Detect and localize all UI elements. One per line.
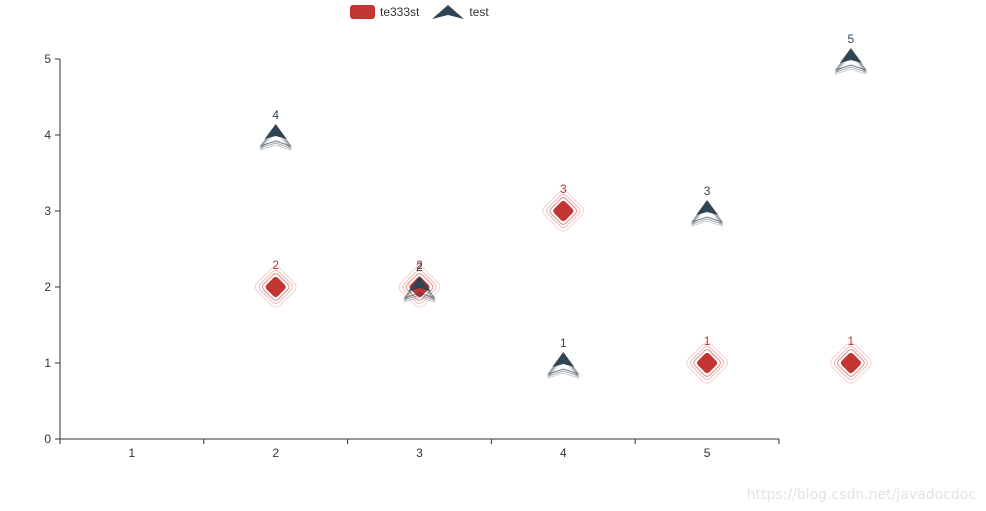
- point-test: [546, 352, 580, 379]
- y-tick-label: 4: [44, 128, 51, 142]
- ripple-ring: [833, 345, 868, 381]
- x-tick-label: 4: [560, 446, 567, 460]
- ripple-ring: [403, 277, 436, 299]
- ripple-ring: [690, 345, 725, 381]
- point-marker: [265, 276, 286, 298]
- x-tick-label: 3: [416, 446, 423, 460]
- ripple-ring: [834, 51, 868, 73]
- point-te333st: [254, 266, 297, 308]
- ripple-ring: [830, 342, 872, 384]
- point-te333st: [830, 342, 872, 384]
- x-tick-label: 5: [704, 446, 711, 460]
- data-label-te333st: 2: [416, 258, 423, 272]
- data-label-test: 5: [848, 32, 855, 46]
- point-marker: [840, 352, 861, 374]
- y-tick-label: 0: [44, 432, 51, 446]
- y-tick-label: 3: [44, 204, 51, 218]
- ripple-ring: [403, 281, 436, 303]
- point-te333st: [542, 190, 585, 232]
- ripple-ring: [542, 190, 585, 232]
- ripple-ring: [259, 125, 293, 147]
- ripple-ring: [258, 269, 293, 305]
- watermark: https://blog.csdn.net/javadocdoc: [746, 487, 976, 503]
- ripple-ring: [837, 349, 865, 377]
- data-label-te333st: 1: [704, 334, 711, 348]
- data-label-test: 3: [704, 184, 711, 198]
- ripple-ring: [403, 279, 436, 301]
- point-marker: [264, 124, 287, 139]
- data-label-te333st: 3: [560, 182, 567, 196]
- data-label-test: 4: [272, 108, 279, 122]
- legend[interactable]: te333st test: [350, 4, 501, 20]
- ripple-ring: [259, 129, 293, 151]
- ripple-ring: [546, 193, 581, 229]
- ripple-ring: [546, 353, 580, 375]
- data-label-te333st: 2: [272, 258, 279, 272]
- legend-label-te333st: te333st: [380, 5, 420, 19]
- point-marker: [839, 48, 862, 63]
- point-marker: [696, 200, 719, 215]
- legend-item-test[interactable]: test: [431, 4, 489, 20]
- ripple-ring: [549, 197, 578, 225]
- ripple-ring: [261, 273, 290, 301]
- ripple-ring: [690, 205, 724, 227]
- point-marker: [697, 352, 718, 374]
- arrow-icon: [432, 5, 465, 19]
- y-tick-label: 5: [44, 52, 51, 66]
- x-tick-label: 1: [129, 446, 136, 460]
- ripple-ring: [398, 266, 441, 308]
- data-label-te333st: 1: [848, 334, 855, 348]
- ripple-ring: [254, 266, 297, 308]
- ripple-ring: [690, 201, 724, 223]
- point-test: [259, 124, 293, 151]
- legend-item-te333st[interactable]: te333st: [350, 5, 419, 19]
- y-tick-label: 1: [44, 356, 51, 370]
- ripple-ring: [693, 349, 721, 377]
- ripple-ring: [834, 53, 868, 75]
- point-test: [690, 200, 724, 227]
- point-marker: [408, 276, 431, 291]
- data-label-test: 1: [560, 336, 567, 350]
- point-marker: [552, 352, 575, 367]
- point-test: [403, 276, 436, 303]
- ripple-ring: [690, 203, 724, 225]
- point-te333st: [686, 342, 728, 384]
- x-tick-label: 2: [272, 446, 279, 460]
- ripple-ring: [405, 273, 434, 301]
- point-marker: [553, 200, 574, 222]
- ripple-ring: [259, 127, 293, 149]
- ripple-ring: [686, 342, 728, 384]
- ripple-ring: [834, 49, 868, 71]
- legend-label-test: test: [469, 5, 489, 19]
- ripple-ring: [546, 357, 580, 379]
- data-label-test: 2: [416, 260, 423, 274]
- legend-swatch-te333st: [350, 5, 375, 19]
- ripple-ring: [546, 355, 580, 377]
- point-test: [834, 48, 868, 75]
- y-tick-label: 2: [44, 280, 51, 294]
